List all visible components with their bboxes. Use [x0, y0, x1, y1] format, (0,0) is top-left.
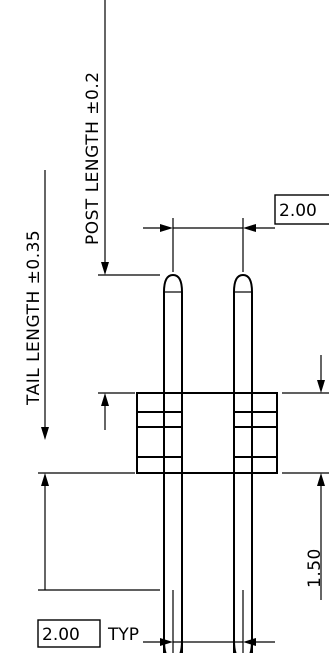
bottom-pitch-dimension	[37, 590, 275, 653]
tail-length-label: TAIL LENGTH ±0.35	[24, 230, 44, 406]
height-value: 1.50	[305, 548, 325, 588]
top-pitch-dimension	[143, 194, 329, 272]
post-length-label: POST LENGTH ±0.2	[83, 71, 103, 245]
bottom-pitch-value: 2.00	[42, 625, 80, 645]
height-dimension	[282, 355, 329, 600]
bottom-pitch-suffix: TYP	[107, 625, 139, 645]
pin-right	[233, 273, 253, 653]
pin-tails	[163, 473, 253, 653]
top-pitch-value: 2.00	[279, 201, 317, 221]
plastic-housing	[136, 392, 278, 474]
tail-length-dimension	[38, 170, 160, 591]
post-length-dimension	[98, 0, 160, 430]
